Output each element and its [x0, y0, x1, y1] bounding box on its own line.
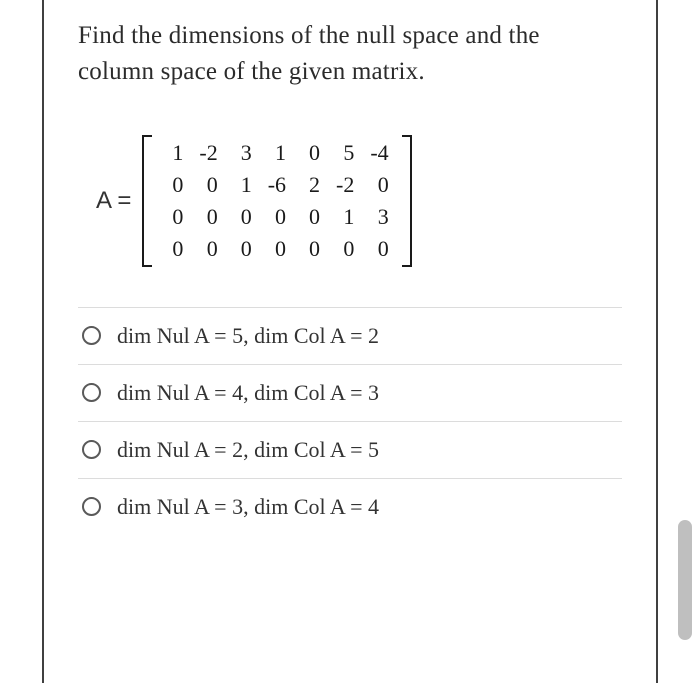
matrix-cell: 0 [302, 140, 320, 166]
matrix-cell: 0 [370, 236, 388, 262]
option-label: dim Nul A = 4, dim Col A = 3 [117, 380, 379, 406]
matrix-cell: 0 [199, 172, 217, 198]
matrix-cell: -6 [268, 172, 286, 198]
matrix-cell: 0 [268, 204, 286, 230]
matrix-cell: 1 [268, 140, 286, 166]
radio-icon[interactable] [82, 440, 101, 459]
answer-options: dim Nul A = 5, dim Col A = 2 dim Nul A =… [78, 307, 622, 535]
matrix-cell: 3 [234, 140, 252, 166]
option-2[interactable]: dim Nul A = 4, dim Col A = 3 [78, 365, 622, 422]
option-3[interactable]: dim Nul A = 2, dim Col A = 5 [78, 422, 622, 479]
matrix-cell: 0 [199, 236, 217, 262]
matrix-cell: 5 [336, 140, 354, 166]
matrix-cell: 0 [234, 204, 252, 230]
right-bracket-icon [401, 135, 413, 267]
matrix-lhs: A = [96, 187, 131, 215]
matrix-cell: -2 [199, 140, 217, 166]
matrix-cell: 0 [370, 172, 388, 198]
matrix-cell: 1 [165, 140, 183, 166]
matrix-equation: A = 1 -2 3 1 0 5 -4 0 0 1 -6 2 -2 0 0 0 … [96, 135, 622, 267]
scrollbar-thumb[interactable] [678, 520, 692, 640]
option-label: dim Nul A = 5, dim Col A = 2 [117, 323, 379, 349]
matrix-cell: 0 [336, 236, 354, 262]
option-label: dim Nul A = 2, dim Col A = 5 [117, 437, 379, 463]
matrix-cell: 0 [302, 236, 320, 262]
radio-icon[interactable] [82, 326, 101, 345]
matrix-cell: 0 [199, 204, 217, 230]
matrix-grid: 1 -2 3 1 0 5 -4 0 0 1 -6 2 -2 0 0 0 0 0 … [159, 136, 394, 266]
question-prompt: Find the dimensions of the null space an… [78, 18, 622, 91]
radio-icon[interactable] [82, 497, 101, 516]
matrix-cell: 2 [302, 172, 320, 198]
option-4[interactable]: dim Nul A = 3, dim Col A = 4 [78, 479, 622, 535]
matrix-cell: 1 [234, 172, 252, 198]
option-label: dim Nul A = 3, dim Col A = 4 [117, 494, 379, 520]
matrix-cell: 0 [165, 172, 183, 198]
matrix-cell: 0 [234, 236, 252, 262]
radio-icon[interactable] [82, 383, 101, 402]
matrix-cell: -4 [370, 140, 388, 166]
matrix-cell: -2 [336, 172, 354, 198]
matrix-cell: 0 [268, 236, 286, 262]
question-frame: Find the dimensions of the null space an… [42, 0, 658, 683]
matrix-cell: 0 [165, 204, 183, 230]
matrix-cell: 3 [370, 204, 388, 230]
left-bracket-icon [141, 135, 153, 267]
matrix-cell: 1 [336, 204, 354, 230]
option-1[interactable]: dim Nul A = 5, dim Col A = 2 [78, 308, 622, 365]
matrix-cell: 0 [165, 236, 183, 262]
matrix-cell: 0 [302, 204, 320, 230]
